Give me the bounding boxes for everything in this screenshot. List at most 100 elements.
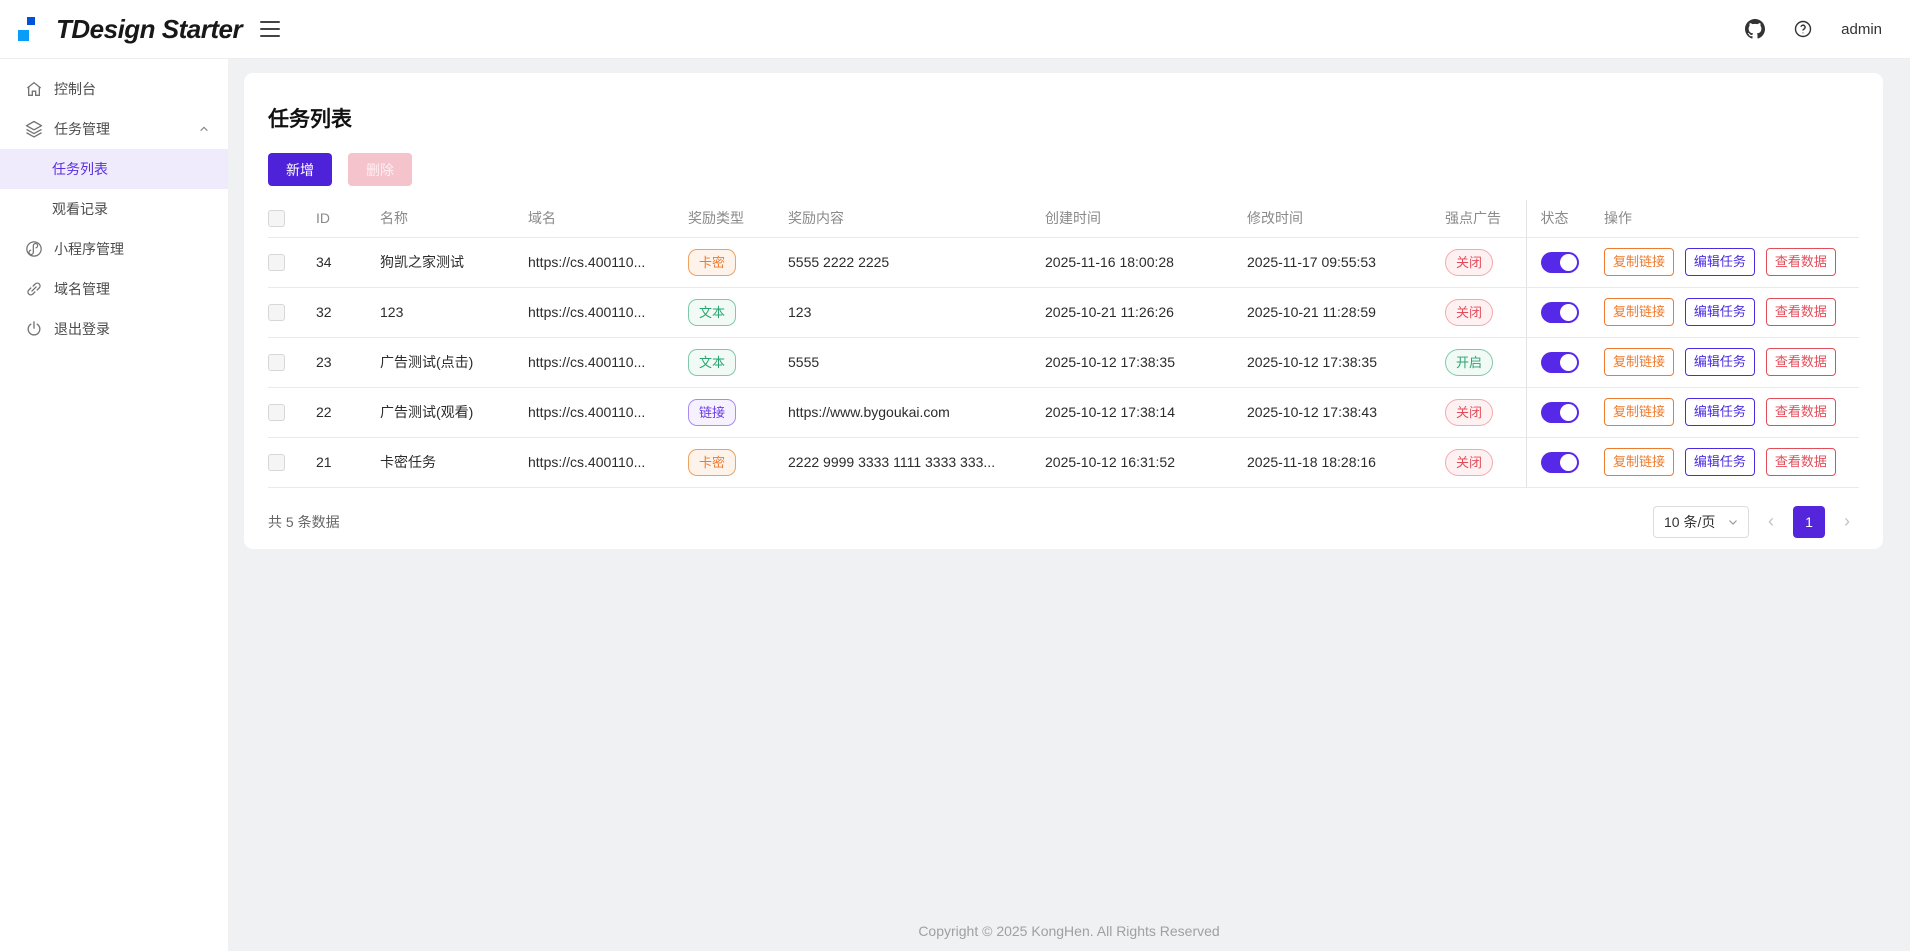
sidebar-item-watch-records[interactable]: 观看记录 xyxy=(0,189,228,229)
page-1-button[interactable]: 1 xyxy=(1793,505,1825,538)
table-row: 32 123 https://cs.400110... 文本 123 2025-… xyxy=(268,287,1859,338)
col-name: 名称 xyxy=(380,200,528,238)
collapse-menu-icon[interactable] xyxy=(260,21,281,37)
view-data-button[interactable]: 查看数据 xyxy=(1765,348,1836,376)
sidebar: 控制台 任务管理 任务列表 观看记录 小程序管理 域名管理 退出登录 xyxy=(0,59,228,951)
force-ad-tag: 关闭 xyxy=(1445,448,1494,476)
cell-domain: https://cs.400110... xyxy=(528,437,688,488)
cell-modified: 2025-10-12 17:38:35 xyxy=(1247,337,1445,388)
top-bar: TDesign Starter admin xyxy=(0,0,1910,59)
task-list-card: 任务列表 新增 删除 ID 名称 域名 奖励类型 奖励内容 创建时间 xyxy=(244,73,1883,549)
copy-link-button[interactable]: 复制链接 xyxy=(1604,248,1675,276)
sidebar-item-console[interactable]: 控制台 xyxy=(0,69,228,109)
cell-reward-content: 2222 9999 3333 1111 3333 333... xyxy=(788,437,1045,488)
view-data-button[interactable]: 查看数据 xyxy=(1765,398,1836,426)
cell-reward-content: 5555 xyxy=(788,337,1045,388)
view-data-button[interactable]: 查看数据 xyxy=(1765,298,1836,326)
select-all-checkbox[interactable] xyxy=(268,210,285,228)
force-ad-tag: 关闭 xyxy=(1445,298,1494,326)
cell-created: 2025-10-12 17:38:35 xyxy=(1045,337,1247,388)
force-ad-tag: 关闭 xyxy=(1445,248,1494,276)
edit-task-button[interactable]: 编辑任务 xyxy=(1684,398,1755,426)
copy-link-button[interactable]: 复制链接 xyxy=(1604,298,1675,326)
col-reward-type: 奖励类型 xyxy=(688,200,788,238)
copy-link-button[interactable]: 复制链接 xyxy=(1604,398,1675,426)
edit-task-button[interactable]: 编辑任务 xyxy=(1684,298,1755,326)
help-icon[interactable] xyxy=(1793,19,1813,39)
copy-link-button[interactable]: 复制链接 xyxy=(1604,448,1675,476)
total-count-text: 共 5 条数据 xyxy=(268,513,340,530)
main-content: 任务列表 新增 删除 ID 名称 域名 奖励类型 奖励内容 创建时间 xyxy=(228,59,1910,951)
cell-name: 广告测试(点击) xyxy=(380,337,528,388)
add-button[interactable]: 新增 xyxy=(268,153,332,186)
sidebar-item-logout[interactable]: 退出登录 xyxy=(0,309,228,349)
cell-domain: https://cs.400110... xyxy=(528,237,688,288)
cell-id: 21 xyxy=(316,437,380,488)
prev-page-button[interactable]: ‹ xyxy=(1768,511,1774,531)
edit-task-button[interactable]: 编辑任务 xyxy=(1684,448,1755,476)
status-toggle[interactable] xyxy=(1540,251,1579,273)
col-force-ad: 强点广告 xyxy=(1445,200,1526,238)
sidebar-item-task-management[interactable]: 任务管理 xyxy=(0,109,228,149)
reward-type-tag: 卡密 xyxy=(688,448,737,476)
cell-reward-content: 5555 2222 2225 xyxy=(788,237,1045,288)
row-checkbox[interactable] xyxy=(268,453,285,471)
chevron-down-icon xyxy=(1729,519,1737,525)
power-icon xyxy=(27,321,41,336)
pagination: 10 条/页 ‹ 1 › xyxy=(1653,505,1859,538)
link-icon xyxy=(27,282,41,296)
cell-domain: https://cs.400110... xyxy=(528,337,688,388)
sidebar-item-label: 小程序管理 xyxy=(54,241,124,257)
col-id: ID xyxy=(316,200,380,238)
view-data-button[interactable]: 查看数据 xyxy=(1765,448,1836,476)
copy-link-button[interactable]: 复制链接 xyxy=(1604,348,1675,376)
edit-task-button[interactable]: 编辑任务 xyxy=(1684,348,1755,376)
reward-type-tag: 链接 xyxy=(688,398,737,426)
reward-type-tag: 卡密 xyxy=(688,248,737,276)
status-toggle[interactable] xyxy=(1540,401,1579,423)
force-ad-tag: 关闭 xyxy=(1445,398,1494,426)
row-checkbox[interactable] xyxy=(268,303,285,321)
cell-modified: 2025-10-21 11:28:59 xyxy=(1247,287,1445,338)
sidebar-item-label: 任务管理 xyxy=(54,121,110,137)
page-size-select[interactable]: 10 条/页 xyxy=(1653,505,1749,538)
view-data-button[interactable]: 查看数据 xyxy=(1765,248,1836,276)
status-toggle[interactable] xyxy=(1540,351,1579,373)
task-table: ID 名称 域名 奖励类型 奖励内容 创建时间 修改时间 强点广告 状态 操作 … xyxy=(268,200,1859,488)
edit-task-button[interactable]: 编辑任务 xyxy=(1684,248,1755,276)
github-icon[interactable] xyxy=(1745,19,1766,39)
user-menu[interactable]: admin xyxy=(1841,20,1882,38)
layers-icon xyxy=(25,120,43,138)
sidebar-item-task-list[interactable]: 任务列表 xyxy=(0,149,228,189)
cell-created: 2025-10-21 11:26:26 xyxy=(1045,287,1247,338)
copyright-text: Copyright © 2025 KongHen. All Rights Res… xyxy=(918,923,1220,939)
home-icon xyxy=(26,81,42,96)
sidebar-item-label: 控制台 xyxy=(54,81,96,97)
tdesign-logo-icon xyxy=(18,14,46,44)
sidebar-item-miniprogram-management[interactable]: 小程序管理 xyxy=(0,229,228,269)
cell-id: 34 xyxy=(316,237,380,288)
next-page-button[interactable]: › xyxy=(1844,511,1850,531)
delete-button[interactable]: 删除 xyxy=(348,153,412,186)
force-ad-tag: 开启 xyxy=(1445,348,1494,376)
status-toggle[interactable] xyxy=(1540,451,1579,473)
logo-text: TDesign Starter xyxy=(56,13,243,44)
sidebar-item-domain-management[interactable]: 域名管理 xyxy=(0,269,228,309)
sidebar-item-label: 观看记录 xyxy=(52,201,108,217)
col-reward-content: 奖励内容 xyxy=(788,200,1045,238)
status-toggle[interactable] xyxy=(1540,301,1579,323)
page-title: 任务列表 xyxy=(268,108,352,131)
col-domain: 域名 xyxy=(528,200,688,238)
table-row: 23 广告测试(点击) https://cs.400110... 文本 5555… xyxy=(268,337,1859,388)
cell-reward-content: 123 xyxy=(788,287,1045,338)
col-created: 创建时间 xyxy=(1045,200,1247,238)
table-row: 34 狗凯之家测试 https://cs.400110... 卡密 5555 2… xyxy=(268,237,1859,288)
sidebar-item-label: 任务列表 xyxy=(52,161,108,177)
cell-name: 广告测试(观看) xyxy=(380,387,528,438)
col-status: 状态 xyxy=(1525,200,1604,238)
row-checkbox[interactable] xyxy=(268,353,285,371)
cell-id: 23 xyxy=(316,337,380,388)
row-checkbox[interactable] xyxy=(268,253,285,271)
cell-modified: 2025-11-17 09:55:53 xyxy=(1247,237,1445,288)
row-checkbox[interactable] xyxy=(268,403,285,421)
